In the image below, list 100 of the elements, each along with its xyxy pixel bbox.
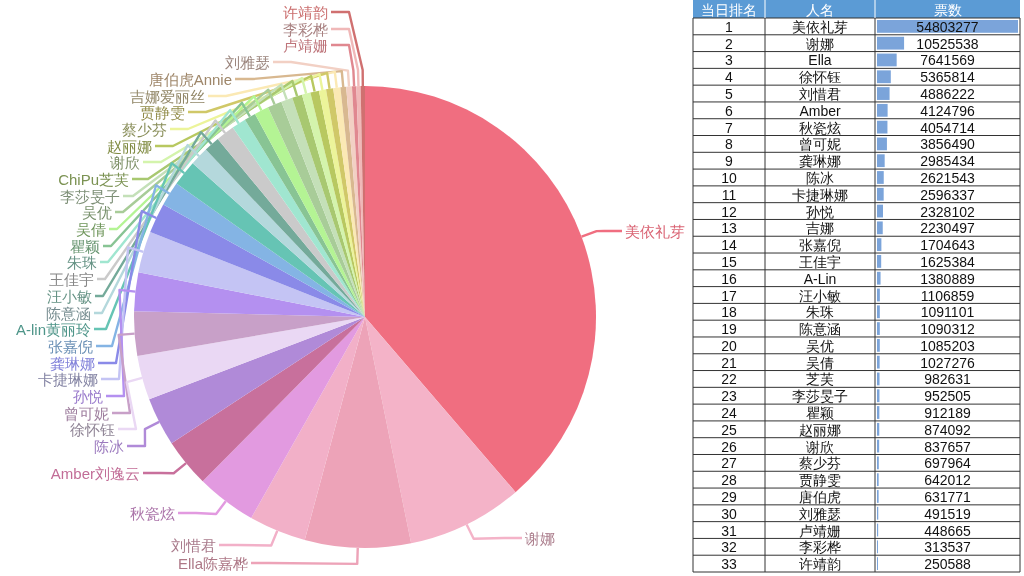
y2-tick-label: 17 xyxy=(721,287,737,304)
y-tick-label: 孙悦 xyxy=(806,203,834,220)
slice-label: 汪小敏 xyxy=(47,287,92,305)
data-label: 3856490 xyxy=(920,136,975,153)
data-label: 1625384 xyxy=(920,253,975,270)
slice-label: 刘惜君 xyxy=(171,536,216,554)
y-tick-label: 陈意涵 xyxy=(799,321,841,338)
y2-tick-label: 2 xyxy=(725,35,734,52)
y2-tick-label: 31 xyxy=(721,522,737,539)
slice-label: 孙悦 xyxy=(73,387,103,405)
y2-tick-label: 3 xyxy=(725,52,734,69)
slice-label: 蔡少芬 xyxy=(122,120,167,138)
slice-label: 龚琳娜 xyxy=(50,354,95,372)
y-tick-label: 吴倩 xyxy=(806,354,834,371)
data-label: 4124796 xyxy=(920,102,975,119)
y-tick-label: 王佳宇 xyxy=(799,253,841,270)
data-label: 5365814 xyxy=(920,69,975,86)
slice-label: 美依礼芽 xyxy=(625,222,685,240)
slice-label: 李莎旻子 xyxy=(60,187,120,205)
slice-label: 陈冰 xyxy=(94,437,124,455)
y2-tick-label: 19 xyxy=(721,321,737,338)
y-tick-label: 赵丽娜 xyxy=(799,421,841,438)
y2-axis-title: 当日排名 xyxy=(701,2,757,18)
y-tick-label: 吉娜 xyxy=(806,220,834,237)
y2-tick-label: 9 xyxy=(725,153,734,170)
y-tick-label: 吴优 xyxy=(806,337,834,354)
slice-label: 刘雅瑟 xyxy=(225,53,270,71)
y-tick-label: 卡捷琳娜 xyxy=(792,186,848,203)
y2-tick-label: 32 xyxy=(721,539,737,556)
x-axis-title: 票数 xyxy=(933,2,962,18)
y2-tick-label: 13 xyxy=(721,220,737,237)
data-label: 2596337 xyxy=(920,186,975,203)
slice-label: 吴优 xyxy=(82,203,112,221)
y2-tick-label: 14 xyxy=(721,237,737,254)
y2-tick-label: 26 xyxy=(721,438,737,455)
y2-tick-label: 22 xyxy=(721,371,737,388)
slice-label: 许靖韵 xyxy=(283,3,328,21)
slice-label: 谢欣 xyxy=(110,153,140,171)
y2-tick-label: 29 xyxy=(721,488,737,505)
data-label: 4054714 xyxy=(920,119,975,136)
data-label: 912189 xyxy=(924,405,972,422)
y-tick-label: 徐怀钰 xyxy=(799,69,841,86)
slice-label: 王佳宇 xyxy=(49,270,94,288)
data-label: 1091101 xyxy=(920,304,975,321)
y-tick-label: 卢靖姗 xyxy=(799,522,841,539)
y-tick-label: 瞿颖 xyxy=(806,405,834,422)
data-label: 697964 xyxy=(924,455,972,472)
y2-tick-label: 20 xyxy=(721,337,737,354)
data-label: 642012 xyxy=(924,472,972,489)
y-tick-label: 许靖韵 xyxy=(799,556,841,573)
y-tick-label: Ella xyxy=(808,52,832,69)
slice-label: 曾可妮 xyxy=(64,404,109,422)
y-tick-label: 李莎旻子 xyxy=(792,388,848,405)
y2-tick-label: 21 xyxy=(721,354,737,371)
y-tick-label: 龚琳娜 xyxy=(799,153,841,170)
data-label: 10525538 xyxy=(916,35,979,52)
slice-label: Amber刘逸云 xyxy=(50,464,140,482)
slice-label: 卢靖姗 xyxy=(283,36,328,54)
slice-label: 秋瓷炫 xyxy=(130,504,175,522)
y-axis-title: 人名 xyxy=(806,2,834,18)
y2-tick-label: 28 xyxy=(721,472,737,489)
data-label: 448665 xyxy=(924,522,972,539)
data-label: 491519 xyxy=(924,505,972,522)
slice-label: 贾静雯 xyxy=(140,103,185,121)
y2-tick-label: 24 xyxy=(721,405,737,422)
slice-label: 陈意涵 xyxy=(46,304,91,322)
y-tick-label: 张嘉倪 xyxy=(799,237,841,254)
y2-tick-label: 1 xyxy=(725,18,734,35)
y-tick-label: 刘惜君 xyxy=(799,86,841,103)
y2-tick-label: 27 xyxy=(721,455,737,472)
data-label: 631771 xyxy=(924,488,972,505)
y2-tick-label: 8 xyxy=(725,136,734,153)
y2-tick-label: 23 xyxy=(721,388,737,405)
data-label: 2985434 xyxy=(920,153,975,170)
data-label: 1704643 xyxy=(920,237,975,254)
slice-label: 瞿颖 xyxy=(70,237,100,255)
data-label: 250588 xyxy=(924,556,972,573)
y-tick-label: 谢娜 xyxy=(806,35,834,52)
y2-tick-label: 10 xyxy=(721,169,737,186)
y2-tick-label: 12 xyxy=(721,203,737,220)
y2-tick-label: 25 xyxy=(721,421,737,438)
y-tick-label: 美依礼芽 xyxy=(792,18,848,35)
data-label: 2328102 xyxy=(920,203,975,220)
y2-tick-label: 6 xyxy=(725,102,734,119)
slice-label: 谢娜 xyxy=(525,529,555,547)
y2-tick-label: 30 xyxy=(721,505,737,522)
slice-label: 徐怀钰 xyxy=(70,420,115,438)
data-label: 2621543 xyxy=(920,169,975,186)
slice-label: 唐伯虎Annie xyxy=(148,70,232,88)
data-label: 837657 xyxy=(924,438,972,455)
y-tick-label: 曾可妮 xyxy=(799,136,841,153)
data-label: 952505 xyxy=(924,388,972,405)
y-tick-label: 李彩桦 xyxy=(799,539,841,556)
slice-label: Ella陈嘉桦 xyxy=(177,554,248,572)
data-label: 313537 xyxy=(924,539,972,556)
data-label: 1085203 xyxy=(920,337,975,354)
slice-label: A-lin黄丽玲 xyxy=(15,320,91,338)
y-tick-label: 唐伯虎 xyxy=(799,488,841,505)
data-label: 7641569 xyxy=(920,52,975,69)
y2-tick-label: 11 xyxy=(721,186,737,203)
